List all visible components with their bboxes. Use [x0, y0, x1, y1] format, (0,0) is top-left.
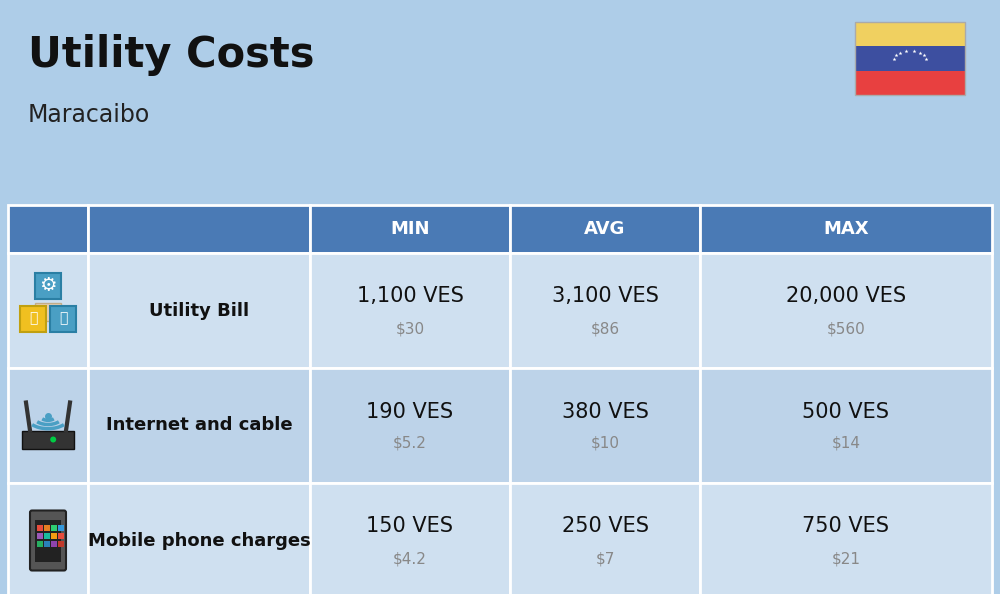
Bar — [35, 273, 61, 299]
Bar — [88, 253, 310, 368]
Text: $21: $21 — [832, 551, 860, 566]
Bar — [510, 205, 700, 253]
Bar — [35, 520, 61, 561]
Bar — [88, 368, 310, 483]
Bar — [44, 525, 50, 530]
Text: $10: $10 — [590, 436, 620, 451]
Bar — [8, 205, 88, 253]
Bar — [50, 532, 56, 539]
Bar — [310, 368, 510, 483]
Text: 🔌: 🔌 — [29, 311, 37, 326]
Bar — [855, 22, 965, 95]
Bar — [58, 525, 64, 530]
Bar — [44, 541, 50, 546]
Text: Internet and cable: Internet and cable — [106, 416, 292, 434]
Bar — [855, 46, 965, 71]
Text: $5.2: $5.2 — [393, 436, 427, 451]
Bar — [50, 525, 56, 530]
Bar — [88, 483, 310, 594]
Bar — [35, 302, 61, 321]
Text: 500 VES: 500 VES — [802, 402, 890, 422]
Bar — [58, 532, 64, 539]
Bar — [310, 253, 510, 368]
Bar — [510, 253, 700, 368]
Bar — [700, 483, 992, 594]
Text: Utility Costs: Utility Costs — [28, 34, 314, 76]
Bar — [50, 541, 56, 546]
Text: $560: $560 — [827, 321, 865, 336]
Text: 20,000 VES: 20,000 VES — [786, 286, 906, 307]
Text: Maracaibo: Maracaibo — [28, 103, 150, 127]
Text: 💧: 💧 — [59, 311, 67, 326]
Text: 3,100 VES: 3,100 VES — [552, 286, 658, 307]
Bar — [510, 483, 700, 594]
Bar — [88, 205, 310, 253]
Text: 380 VES: 380 VES — [562, 402, 648, 422]
Bar — [20, 305, 46, 331]
Text: 150 VES: 150 VES — [366, 517, 454, 536]
Text: Utility Bill: Utility Bill — [149, 302, 249, 320]
Bar — [8, 253, 88, 368]
Bar — [510, 368, 700, 483]
Text: $4.2: $4.2 — [393, 551, 427, 566]
Bar — [58, 541, 64, 546]
Text: $86: $86 — [590, 321, 620, 336]
Bar — [22, 431, 74, 448]
Bar — [8, 483, 88, 594]
Text: 750 VES: 750 VES — [802, 517, 890, 536]
Bar — [36, 532, 42, 539]
Text: 190 VES: 190 VES — [366, 402, 454, 422]
Bar — [8, 368, 88, 483]
FancyBboxPatch shape — [30, 510, 66, 570]
Circle shape — [50, 437, 56, 443]
Bar — [855, 22, 965, 46]
Bar — [700, 253, 992, 368]
Bar — [310, 483, 510, 594]
Text: 250 VES: 250 VES — [562, 517, 648, 536]
Bar — [700, 205, 992, 253]
Text: $30: $30 — [395, 321, 425, 336]
Bar — [855, 71, 965, 95]
Bar — [310, 205, 510, 253]
Bar — [36, 525, 42, 530]
Text: AVG: AVG — [584, 220, 626, 238]
Text: MAX: MAX — [823, 220, 869, 238]
Text: $7: $7 — [595, 551, 615, 566]
Text: ⚙: ⚙ — [39, 276, 57, 295]
Bar — [700, 368, 992, 483]
Bar — [36, 541, 42, 546]
Text: MIN: MIN — [390, 220, 430, 238]
Text: $14: $14 — [832, 436, 860, 451]
Text: 1,100 VES: 1,100 VES — [357, 286, 463, 307]
Bar — [50, 305, 76, 331]
Bar — [44, 532, 50, 539]
Text: Mobile phone charges: Mobile phone charges — [88, 532, 310, 549]
